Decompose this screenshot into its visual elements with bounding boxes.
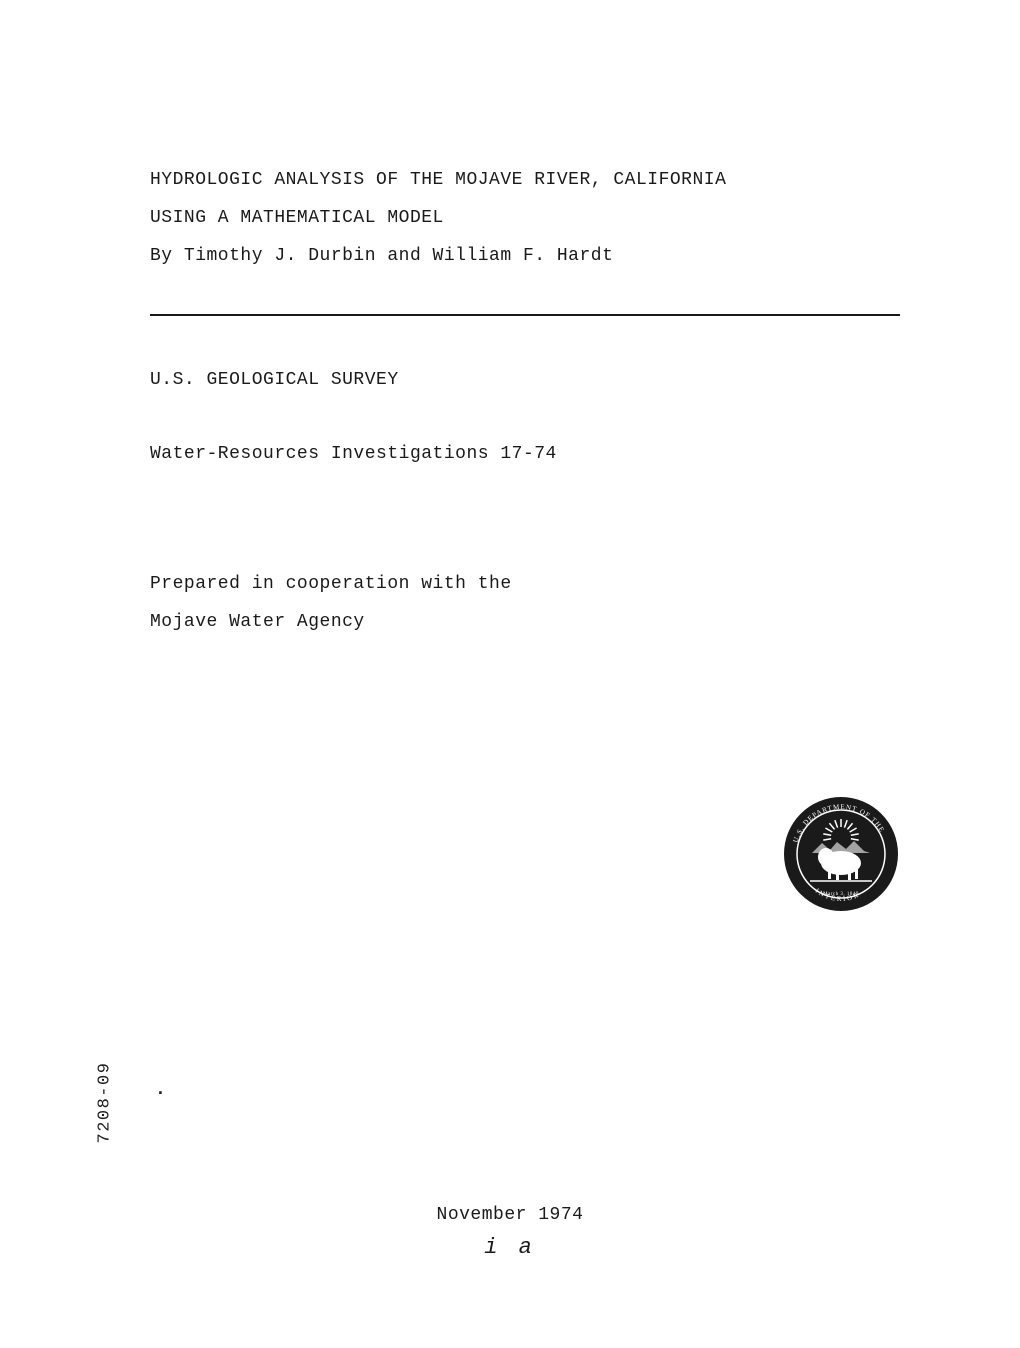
vertical-reference-number: 7208-09 [96, 1062, 115, 1144]
authors-line: By Timothy J. Durbin and William F. Hard… [150, 246, 900, 266]
horizontal-divider [150, 314, 900, 316]
footer: November 1974 i a [0, 1205, 1020, 1260]
department-seal: U.S. DEPARTMENT OF THE INTERIOR March 3,… [782, 795, 900, 919]
cooperation-line-2: Mojave Water Agency [150, 612, 900, 632]
title-block: HYDROLOGIC ANALYSIS OF THE MOJAVE RIVER,… [150, 170, 900, 228]
title-line-1: HYDROLOGIC ANALYSIS OF THE MOJAVE RIVER,… [150, 170, 900, 190]
reference-dot: . [155, 1080, 166, 1100]
cooperation-block: Prepared in cooperation with the Mojave … [150, 574, 900, 632]
organization-name: U.S. GEOLOGICAL SURVEY [150, 370, 900, 390]
svg-text:March 3, 1849: March 3, 1849 [823, 892, 859, 897]
report-series: Water-Resources Investigations 17-74 [150, 444, 900, 464]
publication-date: November 1974 [0, 1205, 1020, 1225]
title-line-2: USING A MATHEMATICAL MODEL [150, 208, 900, 228]
cooperation-line-1: Prepared in cooperation with the [150, 574, 900, 594]
page-content: HYDROLOGIC ANALYSIS OF THE MOJAVE RIVER,… [0, 0, 1020, 1348]
interior-seal-icon: U.S. DEPARTMENT OF THE INTERIOR March 3,… [782, 795, 900, 913]
page-number-mark: i a [0, 1235, 1020, 1260]
